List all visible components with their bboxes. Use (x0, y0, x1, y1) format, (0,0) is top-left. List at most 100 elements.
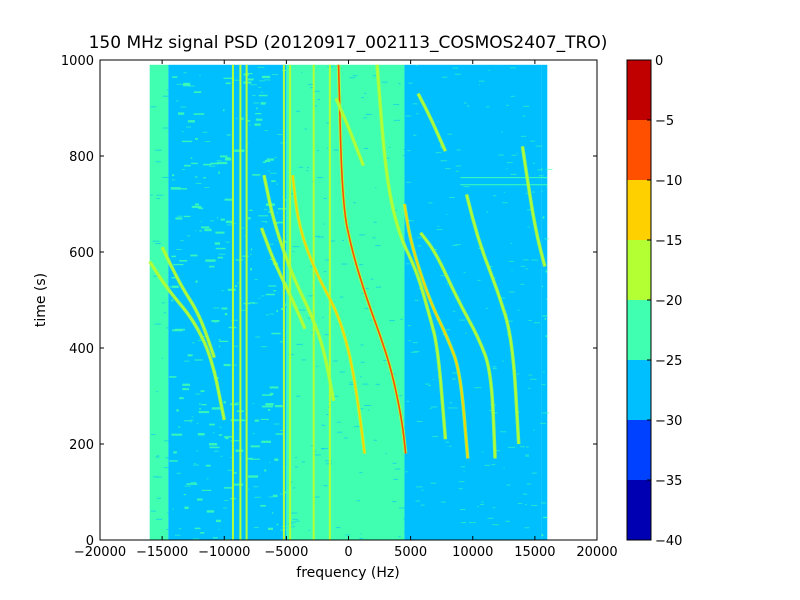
noise-mark (479, 84, 481, 86)
noise-mark (223, 77, 233, 79)
doppler-trace-6 (263, 175, 335, 401)
noise-mark (474, 387, 482, 389)
noise-mark (375, 187, 377, 189)
noise-mark (304, 128, 307, 130)
noise-mark (200, 532, 205, 534)
noise-mark (180, 106, 187, 108)
noise-mark (199, 74, 201, 76)
y-tick-label: 200 (69, 438, 94, 453)
noise-mark (166, 528, 173, 530)
noise-mark (247, 78, 254, 81)
noise-mark (437, 121, 439, 123)
noise-mark (274, 404, 283, 408)
noise-mark (268, 285, 277, 287)
noise-mark (166, 89, 171, 91)
noise-mark (277, 221, 284, 224)
noise-mark (451, 378, 457, 380)
noise-mark (343, 437, 348, 439)
noise-mark (284, 240, 287, 243)
noise-mark (183, 360, 190, 362)
noise-mark (265, 222, 268, 224)
noise-mark (226, 224, 234, 226)
noise-mark (171, 433, 183, 436)
noise-mark (533, 429, 535, 431)
noise-mark (183, 215, 191, 218)
noise-mark (195, 393, 201, 395)
noise-mark (376, 286, 381, 288)
noise-mark (510, 242, 513, 244)
noise-mark (169, 460, 178, 462)
doppler-trace-13 (417, 93, 447, 152)
noise-mark (223, 487, 233, 489)
noise-mark (176, 472, 182, 474)
noise-mark (276, 310, 279, 313)
noise-mark (181, 131, 184, 133)
noise-mark (268, 210, 271, 213)
noise-mark (499, 297, 505, 299)
noise-mark (316, 150, 319, 152)
noise-mark (541, 191, 543, 193)
noise-mark (517, 309, 520, 311)
noise-mark (184, 164, 191, 167)
noise-mark (416, 420, 423, 422)
noise-mark (446, 329, 451, 331)
noise-mark (269, 461, 271, 463)
noise-mark (526, 483, 532, 485)
noise-mark (528, 374, 533, 376)
noise-mark (404, 532, 409, 534)
noise-mark (446, 213, 448, 215)
background-region-2 (168, 64, 287, 540)
noise-mark (543, 238, 550, 240)
noise-mark (408, 82, 413, 84)
noise-mark (216, 217, 219, 219)
noise-mark (206, 478, 209, 480)
doppler-trace-7 (376, 64, 447, 440)
noise-mark (183, 72, 187, 74)
noise-mark (183, 493, 187, 496)
noise-mark (459, 319, 465, 321)
noise-mark (353, 202, 356, 204)
noise-mark (538, 175, 544, 177)
noise-mark (342, 240, 344, 242)
noise-mark (267, 243, 274, 245)
doppler-trace-4 (419, 232, 496, 459)
noise-mark (290, 481, 293, 483)
noise-mark (176, 83, 183, 85)
noise-mark (525, 454, 529, 456)
noise-mark (415, 65, 418, 67)
noise-mark (361, 97, 364, 99)
noise-mark (508, 260, 515, 262)
x-tick-label: 0 (344, 545, 352, 560)
noise-mark (230, 440, 242, 442)
noise-mark (193, 463, 196, 465)
noise-mark (201, 403, 207, 406)
noise-mark (361, 293, 365, 295)
noise-mark (507, 162, 513, 164)
noise-mark (276, 212, 279, 214)
noise-mark (200, 220, 202, 222)
noise-mark (254, 123, 261, 126)
noise-mark (238, 419, 246, 422)
noise-mark (274, 458, 279, 461)
noise-mark (150, 510, 157, 512)
noise-mark (408, 220, 414, 222)
colorbar-tick-label: −30 (655, 414, 682, 429)
noise-mark (495, 450, 501, 452)
noise-mark (435, 152, 442, 154)
colorbar-tick-label: −20 (655, 294, 682, 309)
x-tick-label: −10000 (198, 545, 250, 560)
noise-mark (312, 272, 317, 274)
noise-mark (448, 407, 454, 409)
noise-mark (198, 411, 210, 414)
noise-mark (400, 318, 403, 320)
noise-mark (181, 140, 193, 143)
noise-mark (520, 135, 527, 137)
noise-mark (265, 293, 275, 296)
noise-mark (527, 226, 530, 228)
noise-mark (449, 196, 455, 198)
noise-mark (414, 299, 419, 301)
colorbar-segment (627, 360, 651, 420)
doppler-trace-3 (403, 203, 469, 459)
noise-mark (227, 469, 234, 471)
noise-mark (231, 319, 239, 321)
